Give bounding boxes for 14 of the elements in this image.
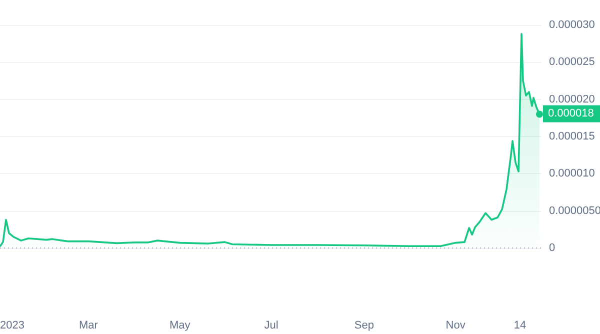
x-tick-label: 14 xyxy=(514,320,526,332)
y-tick-label: 0.000030 xyxy=(549,19,595,31)
x-tick-label: 2023 xyxy=(0,320,24,332)
y-tick-label: 0 xyxy=(549,242,556,254)
y-tick-label: 0.000020 xyxy=(549,93,595,106)
x-tick-label: Jul xyxy=(264,320,278,332)
x-tick-label: Nov xyxy=(446,320,466,332)
x-tick-label: Mar xyxy=(78,320,98,332)
y-tick-label: 0.000015 xyxy=(549,130,595,142)
y-tick-label: 0.000025 xyxy=(549,56,595,68)
y-tick-label: 0.000010 xyxy=(549,168,595,180)
annotation: 0.000018 xyxy=(548,108,594,120)
x-tick-label: Sep xyxy=(354,320,374,332)
x-tick-label: May xyxy=(169,320,191,332)
